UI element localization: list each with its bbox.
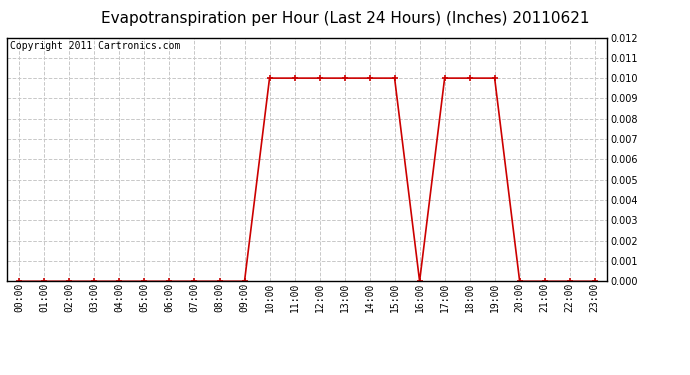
Text: Copyright 2011 Cartronics.com: Copyright 2011 Cartronics.com	[10, 41, 180, 51]
Text: Evapotranspiration per Hour (Last 24 Hours) (Inches) 20110621: Evapotranspiration per Hour (Last 24 Hou…	[101, 11, 589, 26]
